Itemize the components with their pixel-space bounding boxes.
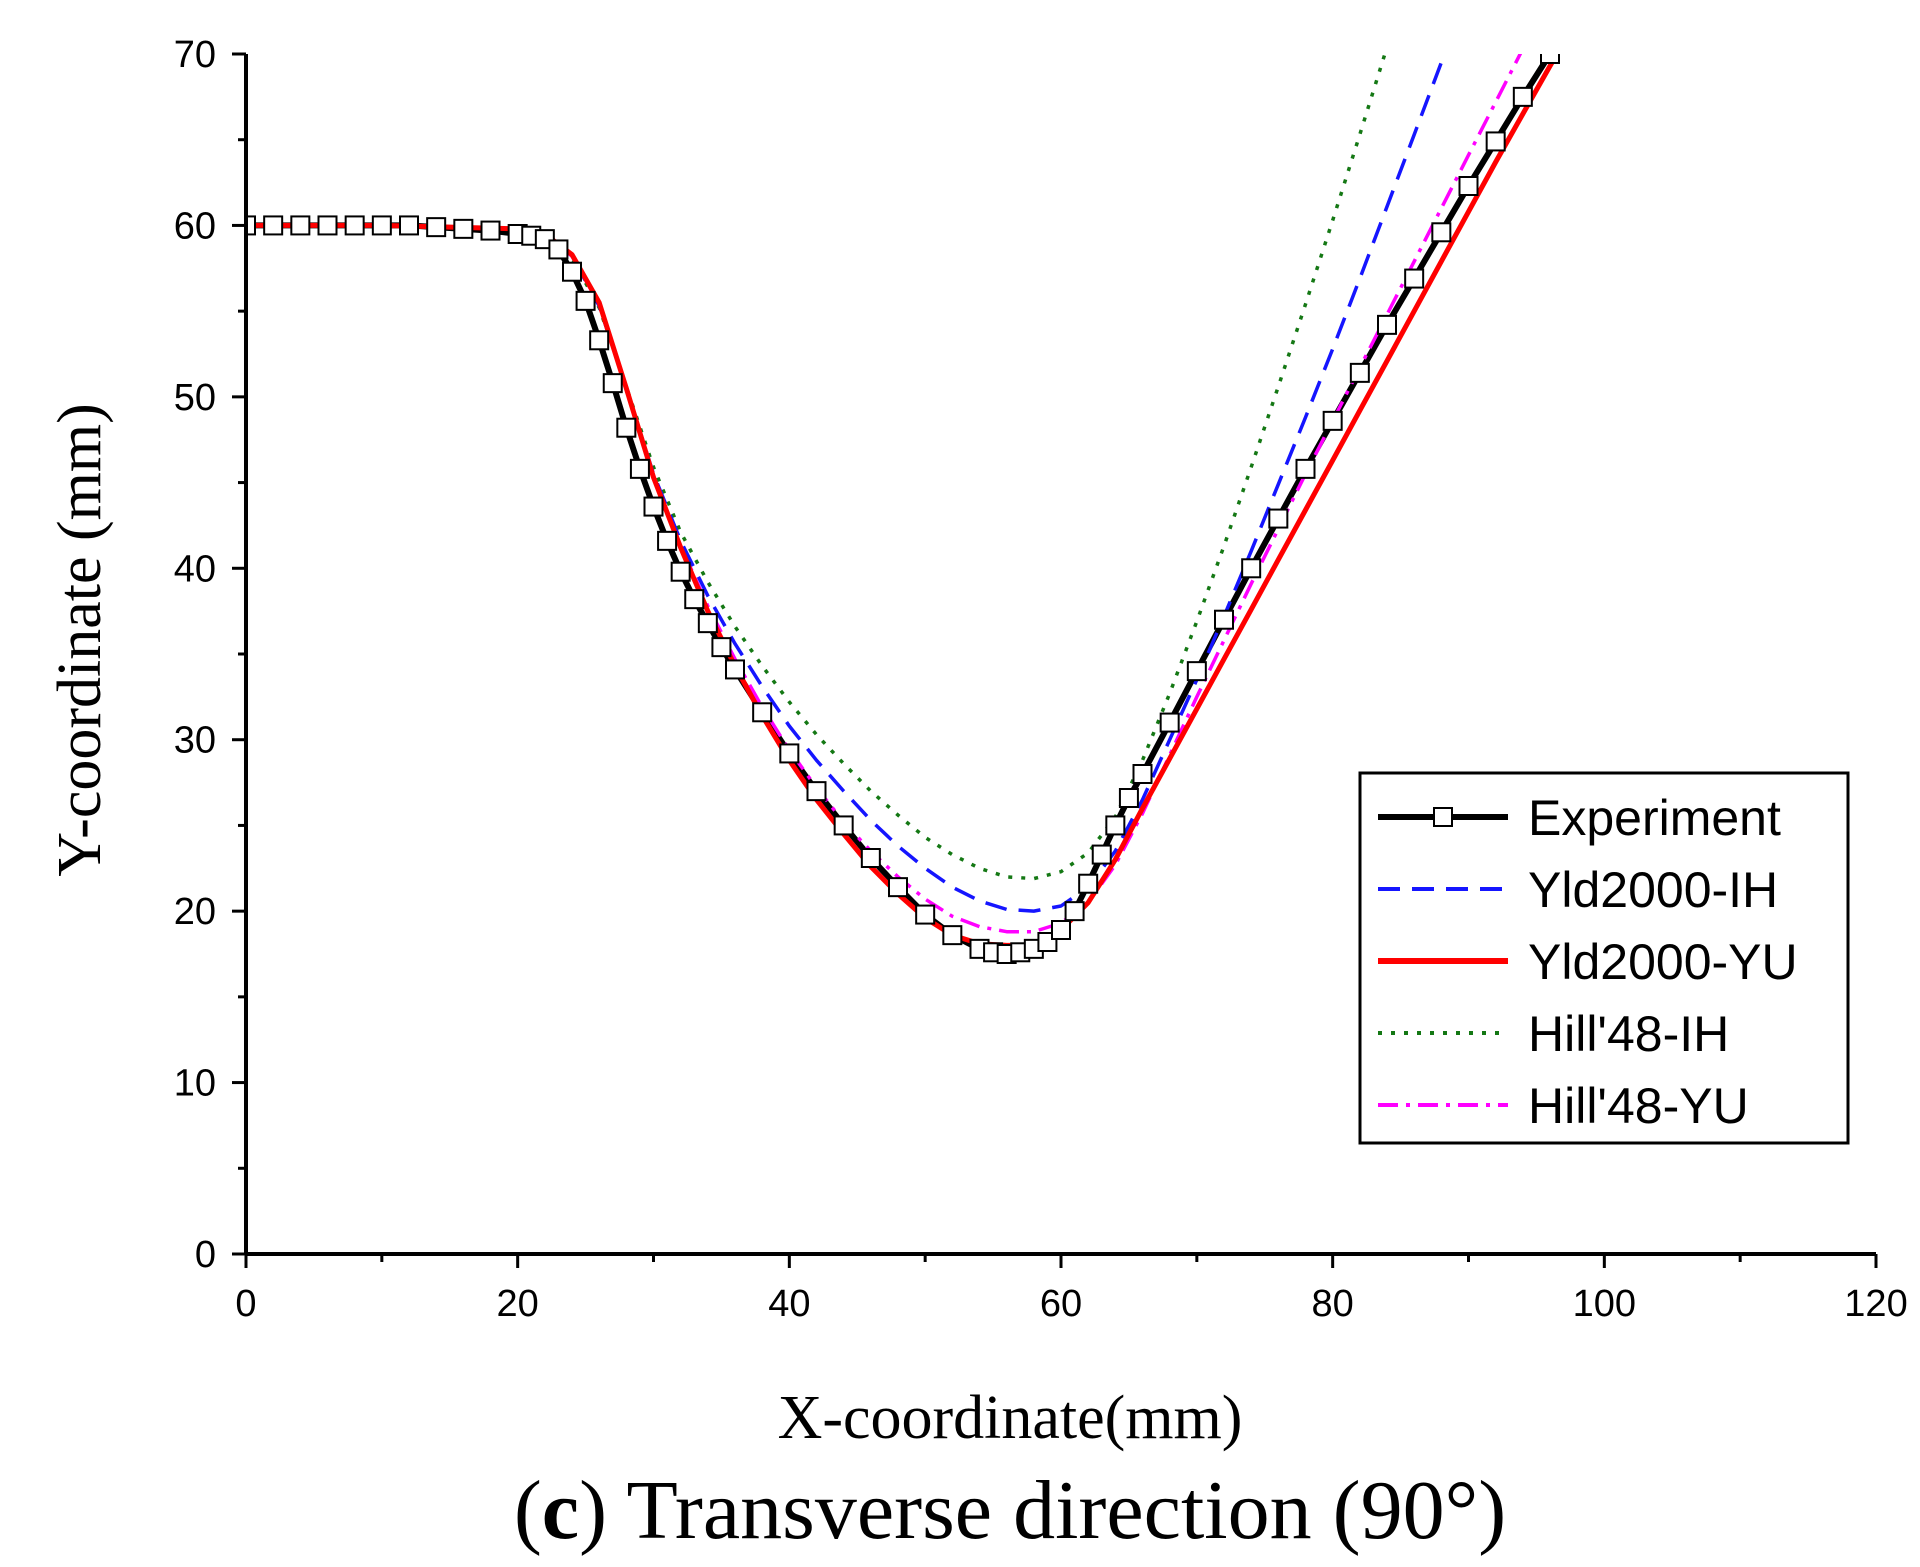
y-tick-label: 0 bbox=[195, 1234, 216, 1276]
experiment-marker bbox=[602, 373, 623, 394]
experiment-marker bbox=[1512, 86, 1533, 107]
experiment-marker bbox=[806, 781, 827, 802]
experiment-marker bbox=[371, 215, 392, 236]
legend-label-experiment: Experiment bbox=[1528, 790, 1781, 846]
experiment-marker bbox=[317, 215, 338, 236]
x-tick-label: 80 bbox=[1312, 1283, 1354, 1325]
experiment-marker bbox=[575, 290, 596, 311]
legend-label-hill-48-yu: Hill'48-YU bbox=[1528, 1078, 1749, 1134]
y-tick-label: 20 bbox=[174, 891, 216, 933]
series-line-hill-48-yu bbox=[246, 54, 1523, 934]
x-tick-label: 120 bbox=[1844, 1283, 1907, 1325]
experiment-marker bbox=[480, 220, 501, 241]
y-tick-label: 10 bbox=[174, 1063, 216, 1105]
experiment-marker bbox=[684, 589, 705, 610]
x-axis-title: X-coordinate(mm) bbox=[778, 1384, 1243, 1452]
experiment-marker bbox=[1485, 131, 1506, 152]
experiment-marker bbox=[1159, 712, 1180, 733]
experiment-marker bbox=[657, 530, 678, 551]
x-tick-label: 0 bbox=[235, 1283, 256, 1325]
experiment-marker bbox=[344, 215, 365, 236]
y-axis-title: Y-coordinate (mm) bbox=[46, 403, 114, 876]
experiment-marker bbox=[752, 702, 773, 723]
experiment-marker bbox=[1064, 901, 1085, 922]
experiment-marker bbox=[1091, 844, 1112, 865]
experiment-marker bbox=[1268, 508, 1289, 529]
legend-marker bbox=[1433, 807, 1453, 827]
x-tick-label: 60 bbox=[1040, 1283, 1082, 1325]
experiment-marker bbox=[1241, 558, 1262, 579]
experiment-marker bbox=[779, 743, 800, 764]
experiment-marker bbox=[629, 458, 650, 479]
experiment-marker bbox=[399, 215, 419, 236]
experiment-marker bbox=[697, 613, 718, 634]
experiment-marker bbox=[263, 215, 284, 236]
experiment-marker bbox=[711, 637, 732, 658]
experiment-marker bbox=[1322, 410, 1343, 431]
experiment-marker bbox=[942, 925, 963, 946]
caption-prefix: ( bbox=[514, 1464, 542, 1557]
experiment-marker bbox=[453, 218, 474, 239]
experiment-marker bbox=[426, 217, 447, 238]
legend-label-hill-48-ih: Hill'48-IH bbox=[1528, 1006, 1729, 1062]
experiment-marker bbox=[1186, 661, 1207, 682]
experiment-marker bbox=[1078, 873, 1099, 894]
experiment-marker bbox=[833, 815, 854, 836]
experiment-marker bbox=[643, 496, 664, 517]
legend-label-yld2000-yu: Yld2000-YU bbox=[1528, 934, 1798, 990]
experiment-marker bbox=[548, 239, 569, 260]
y-tick-label: 40 bbox=[174, 548, 216, 590]
x-tick-label: 100 bbox=[1573, 1283, 1636, 1325]
experiment-marker bbox=[1349, 362, 1370, 383]
experiment-marker bbox=[888, 877, 908, 898]
experiment-marker bbox=[1568, 2, 1586, 20]
caption-rest: ) Transverse direction (90°) bbox=[579, 1464, 1506, 1557]
experiment-marker bbox=[1377, 314, 1397, 335]
experiment-marker bbox=[860, 848, 881, 868]
experiment-marker bbox=[670, 561, 691, 582]
y-tick-label: 30 bbox=[174, 720, 216, 762]
experiment-marker bbox=[1118, 788, 1139, 808]
experiment-marker bbox=[246, 215, 256, 236]
experiment-marker bbox=[725, 659, 745, 680]
y-tick-label: 70 bbox=[174, 34, 216, 76]
experiment-marker bbox=[1540, 54, 1560, 64]
plot-area bbox=[246, 2, 1586, 964]
experiment-marker bbox=[1404, 268, 1425, 289]
axis-ticks: 0 20 40 60 80 100 120 0 10 20 30 40 50 60 70 bbox=[174, 34, 1908, 1325]
experiment-marker bbox=[589, 330, 610, 351]
experiment-marker bbox=[562, 261, 582, 282]
experiment-marker bbox=[1431, 222, 1452, 243]
x-tick-label: 20 bbox=[497, 1283, 539, 1325]
y-tick-label: 50 bbox=[174, 377, 216, 419]
legend-label-yld2000-ih: Yld2000-IH bbox=[1528, 862, 1778, 918]
series-line-yld2000-ih bbox=[246, 54, 1447, 913]
experiment-marker bbox=[1132, 764, 1153, 784]
series-line-hill-48-ih bbox=[246, 54, 1387, 881]
experiment-marker bbox=[290, 215, 311, 236]
legend: Experiment Yld2000-IH Yld2000-YU Hill'48-IH… bbox=[1358, 771, 1850, 1145]
y-tick-label: 60 bbox=[174, 205, 216, 247]
experiment-marker bbox=[616, 417, 637, 438]
experiment-marker bbox=[1051, 920, 1071, 940]
figure-caption: (c) Transverse direction (90°) bbox=[514, 1464, 1506, 1557]
experiment-marker bbox=[1105, 815, 1126, 836]
experiment-marker bbox=[915, 904, 936, 925]
x-tick-label: 40 bbox=[768, 1283, 810, 1325]
experiment-marker bbox=[1214, 609, 1234, 630]
caption-letter: c bbox=[542, 1464, 579, 1557]
experiment-marker bbox=[1458, 176, 1479, 196]
experiment-marker bbox=[1295, 458, 1316, 479]
